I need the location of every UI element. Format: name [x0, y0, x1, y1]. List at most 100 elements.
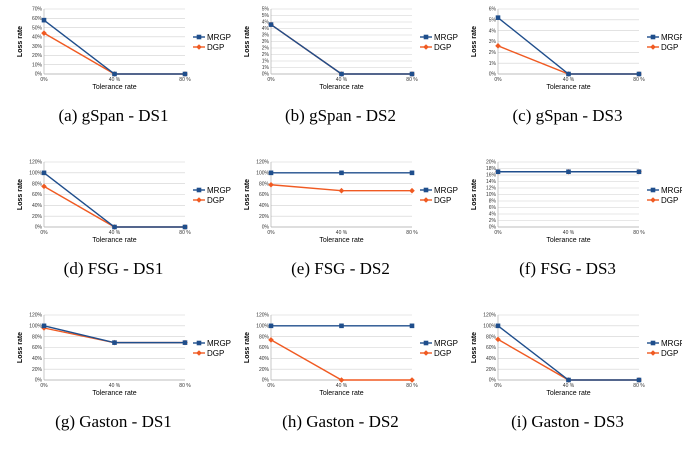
y-axis-title: Loss rate	[471, 179, 478, 210]
y-tick-label: 3%	[262, 39, 270, 45]
legend-marker-dgp	[650, 350, 656, 356]
legend-label: DGP	[207, 196, 224, 205]
x-axis-title: Tolerance rate	[319, 237, 363, 244]
legend-marker-dgp	[423, 44, 429, 50]
y-tick-label: 6%	[489, 7, 497, 13]
x-axis-title: Tolerance rate	[92, 84, 136, 91]
legend-label: DGP	[661, 43, 678, 52]
y-tick-label: 120%	[29, 160, 42, 166]
legend-label: MRGP	[207, 339, 231, 348]
y-tick-label: 3%	[262, 33, 270, 39]
legend-label: DGP	[434, 196, 451, 205]
line-chart: 0%2%4%6%8%10%12%14%16%18%20%0% 40 % 80 %To…	[471, 160, 682, 244]
data-point-mrgp	[495, 169, 501, 175]
chart-caption: (i) Gaston - DS3	[511, 412, 624, 431]
data-point-dgp	[268, 337, 274, 343]
data-point-dgp	[409, 377, 415, 383]
x-tick-label: 0%	[40, 77, 48, 83]
x-tick-label: 80 %	[406, 383, 418, 389]
y-tick-label: 50%	[32, 25, 43, 31]
x-axis-title: Tolerance rate	[319, 84, 363, 91]
series-line-dgp	[270, 24, 412, 75]
y-tick-label: 40%	[486, 356, 497, 362]
y-tick-label: 2%	[489, 50, 497, 56]
legend-label: DGP	[207, 349, 224, 358]
y-axis-title: Loss rate	[17, 26, 24, 57]
y-tick-label: 8%	[489, 199, 497, 205]
legend-marker-mrgp	[650, 34, 656, 40]
chart-caption: (c) gSpan - DS3	[512, 106, 623, 125]
x-tick-label: 80 %	[406, 77, 418, 83]
y-tick-label: 5%	[262, 7, 270, 13]
y-tick-label: 14%	[486, 179, 497, 185]
y-tick-label: 20%	[32, 367, 43, 373]
y-tick-label: 0%	[262, 225, 270, 231]
y-tick-label: 12%	[486, 186, 497, 192]
series-line-dgp	[497, 338, 639, 381]
chart-panel: 0% 1% 2% 3% 4% 5% 6% 0% 40 % 80 % Tolerance rate Lo…	[454, 0, 682, 153]
y-tick-label: 20%	[32, 53, 43, 59]
x-axis-title: Tolerance rate	[92, 390, 136, 397]
legend-label: MRGP	[661, 339, 682, 348]
y-tick-label: 100%	[256, 171, 269, 177]
y-tick-label: 10%	[32, 62, 43, 68]
y-tick-label: 40%	[259, 356, 270, 362]
y-tick-label: 0%	[35, 72, 43, 78]
x-axis-title: Tolerance rate	[92, 237, 136, 244]
legend-marker-dgp	[423, 350, 429, 356]
legend-marker-mrgp	[423, 34, 429, 40]
y-tick-label: 1%	[262, 65, 270, 71]
legend-marker-dgp	[196, 350, 202, 356]
legend-marker-dgp	[423, 197, 429, 203]
legend-marker-dgp	[196, 44, 202, 50]
series-line-dgp	[497, 45, 639, 75]
y-tick-label: 4%	[262, 20, 270, 26]
x-tick-label: 40 %	[563, 230, 575, 236]
line-chart: 0% 20% 40% 60% 80% 100% 120% 0% 40 % 80 % Toleranc…	[17, 160, 231, 244]
data-point-mrgp	[636, 377, 642, 383]
data-point-dgp	[338, 377, 345, 383]
legend-marker-mrgp	[423, 340, 429, 346]
line-chart: 0%1%1%2%2%3%3%4%4%5%5%0% 40 % 80 %Toleranc…	[244, 7, 458, 91]
y-tick-label: 5%	[489, 18, 497, 24]
x-tick-label: 80 %	[633, 77, 645, 83]
chart-panel: 0% 20% 40% 60% 80% 100% 120% 0% 40 % 80 % Toleranc…	[227, 306, 458, 459]
y-tick-label: 120%	[256, 160, 269, 166]
line-chart: 0% 20% 40% 60% 80% 100% 120% 0% 40 % 80 % Toleranc…	[17, 313, 231, 397]
data-point-dgp	[338, 187, 345, 194]
line-chart: 0% 20% 40% 60% 80% 100% 120% 0% 40 % 80 % Toleranc…	[471, 313, 682, 397]
x-tick-label: 0%	[40, 383, 48, 389]
y-tick-label: 18%	[486, 166, 497, 172]
x-tick-label: 40 %	[336, 77, 348, 83]
x-tick-label: 80 %	[179, 383, 191, 389]
y-tick-label: 20%	[486, 367, 497, 373]
y-tick-label: 2%	[262, 52, 270, 58]
x-tick-label: 40 %	[563, 77, 575, 83]
y-tick-label: 0%	[35, 225, 43, 231]
data-point-mrgp	[268, 323, 274, 329]
data-point-mrgp	[339, 170, 344, 176]
y-tick-label: 0%	[262, 72, 270, 78]
data-point-mrgp	[182, 224, 188, 230]
line-chart: 0% 20% 40% 60% 80% 100% 120% 0% 40 % 80 % Toleranc…	[244, 313, 458, 397]
chart-panel: 0% 20% 40% 60% 80% 100% 120% 0% 40 % 80 % Toleranc…	[0, 153, 231, 306]
x-tick-label: 0%	[267, 230, 275, 236]
legend-label: MRGP	[661, 186, 682, 195]
y-tick-label: 100%	[256, 324, 269, 330]
x-tick-label: 80 %	[179, 77, 191, 83]
chart-caption: (f) FSG - DS3	[519, 259, 616, 278]
legend-label: MRGP	[434, 186, 458, 195]
y-tick-label: 10%	[486, 192, 497, 198]
x-tick-label: 40 %	[336, 230, 348, 236]
x-axis-title: Tolerance rate	[319, 390, 363, 397]
legend-marker-dgp	[650, 197, 656, 203]
series-line-mrgp	[270, 24, 412, 75]
legend-marker-dgp	[196, 197, 202, 203]
